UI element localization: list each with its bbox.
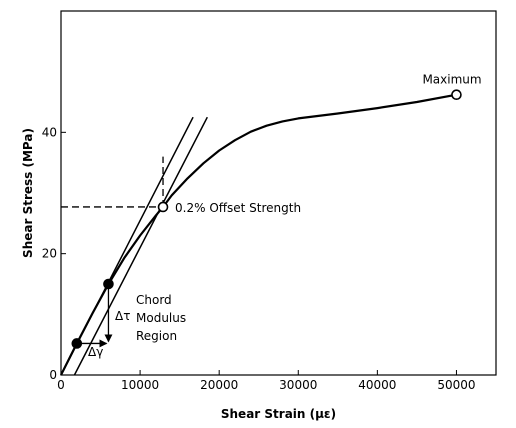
x-axis-label: Shear Strain (με) [221, 407, 336, 421]
x-tick-label: 10000 [121, 378, 159, 392]
x-tick-label: 50000 [437, 378, 475, 392]
reference-line [73, 116, 208, 376]
x-tick-label: 30000 [279, 378, 317, 392]
data-point-filled [71, 338, 83, 349]
plot-frame [60, 10, 497, 376]
data-point-open [451, 89, 462, 101]
x-tick-label: 40000 [358, 378, 396, 392]
x-tick-label: 20000 [200, 378, 238, 392]
y-tick-label: 40 [42, 125, 57, 139]
chord-modulus-label-line1: Chord [136, 293, 172, 307]
offset-strength-annotation: 0.2% Offset Strength [175, 201, 301, 215]
y-tick-label: 0 [49, 368, 57, 382]
x-tick-label: 0 [57, 378, 65, 392]
chord-modulus-label-line3: Region [136, 329, 177, 343]
maximum-annotation: Maximum [422, 73, 481, 87]
data-point-filled [103, 278, 114, 290]
y-axis-label: Shear Stress (MPa) [21, 128, 35, 258]
delta-tau-label: Δτ [115, 309, 130, 323]
delta-gamma-label: Δγ [88, 345, 103, 359]
chord-modulus-label-line2: Modulus [136, 311, 186, 325]
stress-strain-curve [60, 93, 457, 376]
y-tick-label: 20 [42, 247, 57, 261]
data-point-open [157, 201, 169, 213]
